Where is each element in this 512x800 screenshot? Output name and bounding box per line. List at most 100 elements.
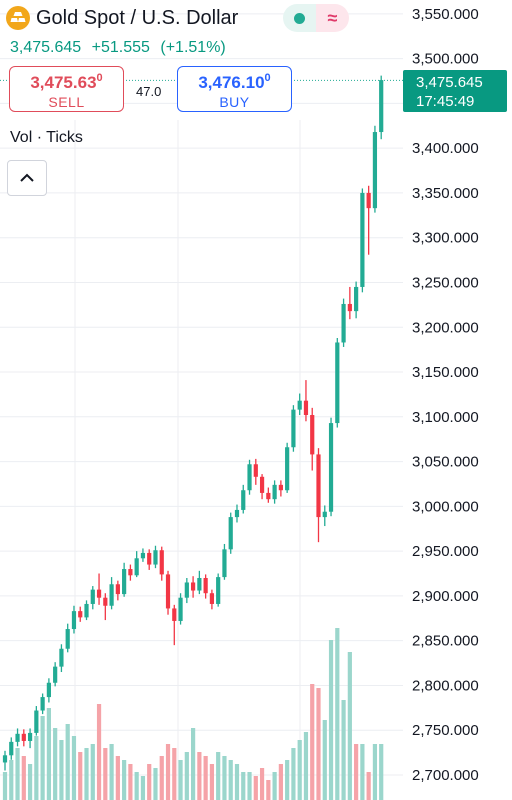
- volume-bar: [27, 764, 33, 800]
- candle-body: [328, 423, 334, 512]
- candle-body: [115, 584, 120, 595]
- collapse-legend-button[interactable]: [7, 160, 47, 196]
- volume-bar: [46, 708, 51, 800]
- volume-bar: [310, 684, 315, 800]
- candle-body: [21, 733, 26, 741]
- candle-body: [34, 710, 39, 733]
- y-axis-tick-label: 3,550.000: [412, 6, 479, 23]
- volume-bar: [191, 728, 196, 800]
- y-axis-tick-label: 3,300.000: [412, 230, 479, 247]
- volume-bar: [178, 760, 183, 800]
- candle-body: [335, 342, 340, 424]
- volume-bar: [84, 748, 89, 800]
- volume-bar: [366, 772, 371, 800]
- candle-body: [103, 597, 108, 606]
- candle-body: [65, 629, 70, 649]
- candle-body: [347, 303, 352, 312]
- symbol-header[interactable]: Gold Spot / U.S. Dollar: [6, 4, 238, 32]
- volume-bar: [316, 688, 321, 800]
- volume-legend[interactable]: Vol · Ticks: [10, 129, 83, 146]
- volume-bar: [372, 744, 378, 800]
- volume-bar: [291, 748, 296, 800]
- candle-body: [109, 584, 114, 606]
- buy-button[interactable]: 3,476.100 BUY: [177, 66, 292, 112]
- y-axis-tick-label: 2,800.000: [412, 677, 479, 694]
- candle-body: [191, 582, 196, 591]
- gold-bars-icon: [6, 6, 30, 30]
- sell-label: SELL: [48, 94, 85, 110]
- market-status-indicator[interactable]: [283, 4, 316, 32]
- chevron-up-icon: [20, 173, 34, 182]
- candle-body: [140, 552, 146, 559]
- market-open-dot-icon: [294, 12, 305, 24]
- last-price-tag-price: 3,475.645: [416, 74, 483, 91]
- volume-bar: [172, 748, 177, 800]
- candle-body: [360, 192, 365, 287]
- last-price-tag-time: 17:45:49: [416, 93, 474, 110]
- sell-price: 3,475.63: [30, 73, 97, 92]
- y-axis-tick-label: 3,050.000: [412, 454, 479, 471]
- y-axis-tick-label: 2,750.000: [412, 722, 479, 739]
- candle-body: [165, 574, 171, 609]
- last-price: 3,475.645: [10, 39, 82, 56]
- volume-bar: [266, 780, 271, 800]
- volume-bar: [134, 772, 139, 800]
- candle-body: [247, 464, 252, 491]
- candle-body: [253, 464, 258, 477]
- price-change-percent: (+1.51%): [160, 39, 226, 56]
- candle-body: [27, 732, 33, 741]
- sell-button[interactable]: 3,475.630 SELL: [9, 66, 124, 112]
- candle-body: [278, 484, 283, 491]
- volume-bar: [222, 756, 227, 800]
- candle-body: [197, 577, 202, 591]
- volume-bar: [216, 752, 221, 800]
- volume-bar: [303, 732, 309, 800]
- y-axis-tick-label: 3,000.000: [412, 498, 479, 515]
- candle-body: [147, 552, 152, 565]
- candle-body: [15, 733, 20, 742]
- y-axis-tick-label: 3,100.000: [412, 409, 479, 426]
- volume-bar: [15, 748, 20, 800]
- volume-bar: [128, 764, 133, 800]
- last-price-tag: 3,475.645 17:45:49: [403, 70, 507, 112]
- volume-bar: [153, 768, 158, 800]
- candle-body: [134, 558, 139, 576]
- volume-bar: [90, 744, 95, 800]
- y-axis-tick-label: 3,500.000: [412, 51, 479, 68]
- approx-icon[interactable]: ≈: [316, 4, 349, 32]
- volume-bar: [165, 744, 171, 800]
- candle-body: [310, 415, 315, 455]
- candle-body: [285, 447, 290, 491]
- y-axis-tick-label: 3,150.000: [412, 364, 479, 381]
- volume-bar: [159, 756, 164, 800]
- y-axis-tick-label: 3,250.000: [412, 274, 479, 291]
- candle-body: [71, 611, 77, 630]
- candle-body: [84, 603, 89, 618]
- volume-bar: [354, 744, 359, 800]
- candle-body: [241, 490, 246, 510]
- candle-body: [259, 476, 265, 493]
- volume-bar: [140, 776, 146, 800]
- volume-bar: [203, 756, 208, 800]
- market-status-pill[interactable]: ≈: [283, 4, 349, 32]
- volume-bar: [335, 628, 340, 800]
- volume-bar: [9, 760, 14, 800]
- price-change: +51.555: [91, 39, 150, 56]
- volume-bar: [209, 764, 215, 800]
- volume-bar: [228, 760, 233, 800]
- candle-body: [178, 597, 183, 621]
- volume-bar: [40, 716, 45, 800]
- volume-bar: [322, 720, 327, 800]
- candle-body: [291, 409, 296, 448]
- volume-bar: [234, 764, 240, 800]
- candle-body: [316, 454, 321, 518]
- volume-bar: [341, 700, 346, 800]
- candle-body: [303, 400, 309, 416]
- volume-bar: [253, 776, 258, 800]
- buy-label: BUY: [219, 94, 250, 110]
- volume-bar: [103, 748, 108, 800]
- candle-body: [222, 549, 227, 578]
- y-axis-tick-label: 2,900.000: [412, 588, 479, 605]
- volume-bar: [184, 752, 189, 800]
